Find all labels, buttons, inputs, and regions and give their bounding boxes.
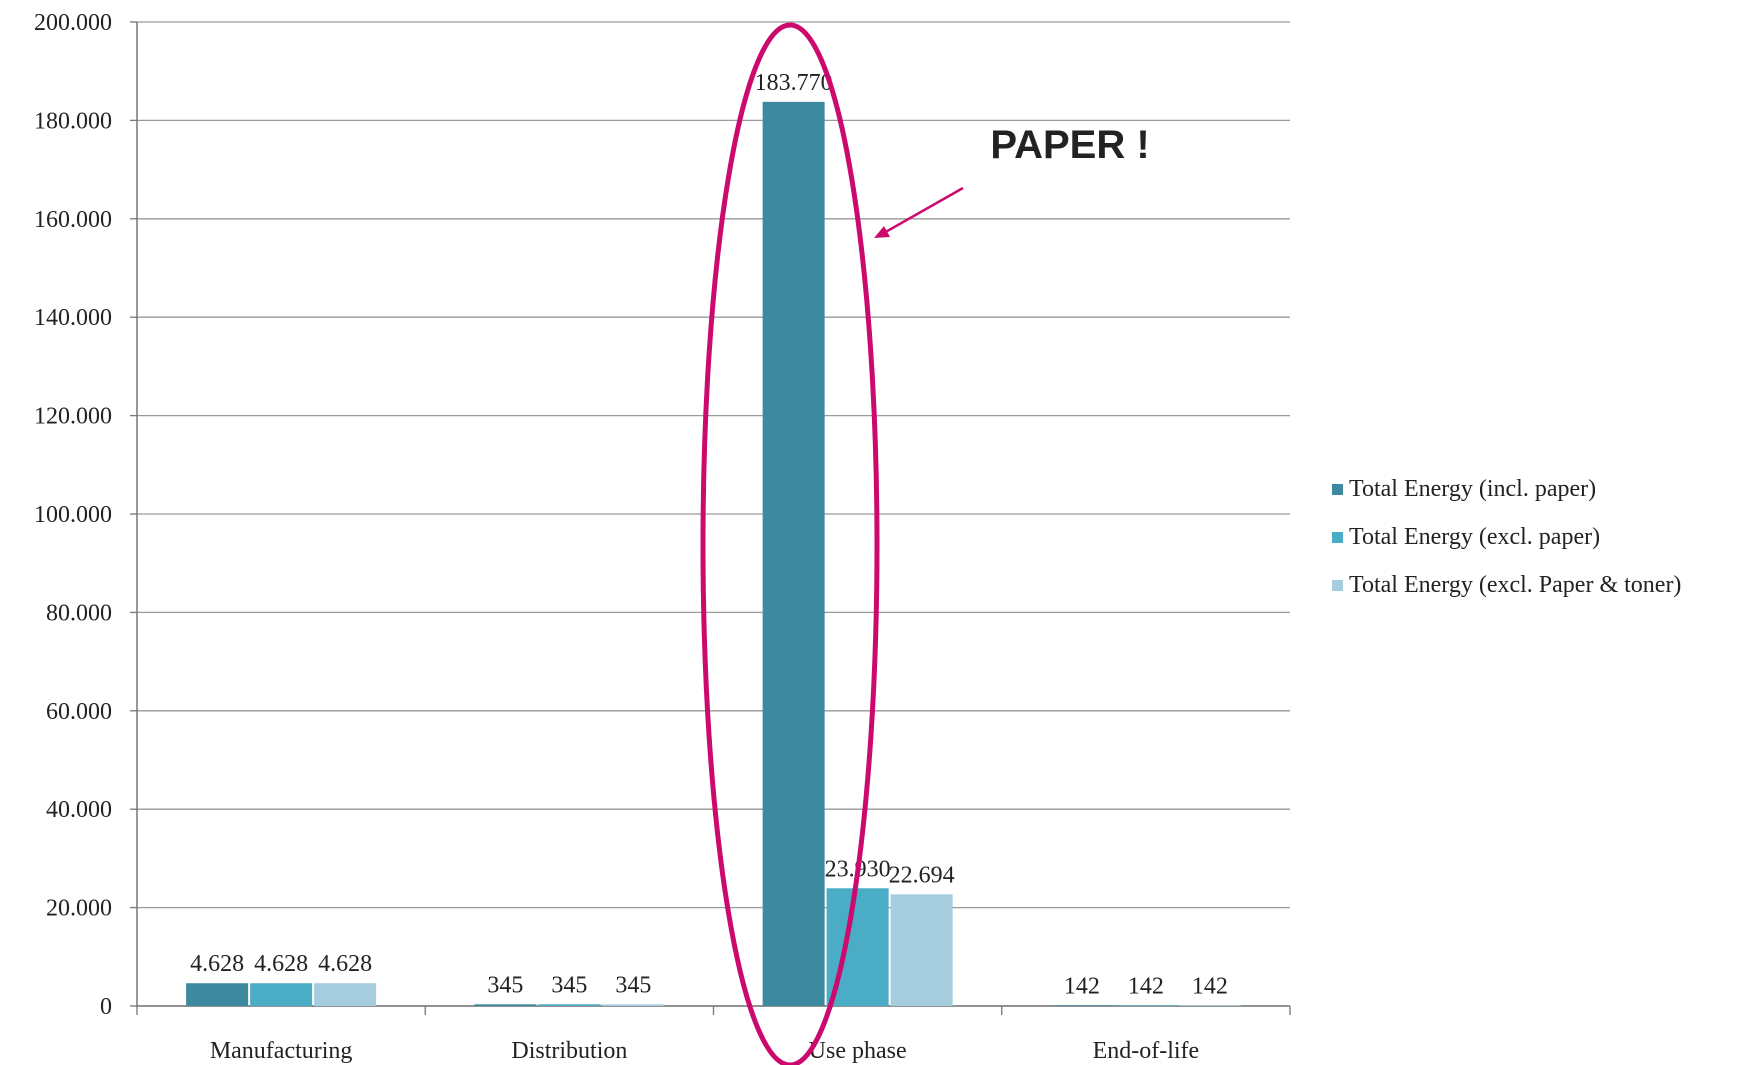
bar — [1050, 1005, 1113, 1006]
annotation-arrow — [881, 186, 964, 236]
bar — [250, 983, 313, 1006]
bar — [602, 1004, 665, 1006]
data-label: 142 — [1192, 973, 1228, 999]
x-axis: Manufacturing Distribution Use phase End-of… — [136, 1005, 1291, 1064]
y-tick-label: 100.000 — [34, 502, 112, 528]
data-label: 345 — [551, 972, 587, 998]
bar — [314, 983, 377, 1006]
x-tick-label: Distribution — [511, 1038, 627, 1064]
data-label: 142 — [1064, 973, 1100, 999]
x-tick-label: Use phase — [809, 1038, 907, 1064]
y-tick-label: 40.000 — [46, 797, 112, 823]
bar — [538, 1004, 601, 1006]
legend-label: Total Energy (incl. paper) — [1349, 476, 1596, 502]
y-tick-label: 60.000 — [46, 699, 112, 725]
legend-swatch — [1332, 532, 1343, 543]
bars — [186, 101, 1241, 1006]
legend-label: Total Energy (excl. paper) — [1349, 524, 1600, 550]
y-tick-label: 180.000 — [34, 108, 112, 134]
annotation: PAPER ! — [700, 22, 1150, 1065]
gridlines — [137, 21, 1290, 1007]
y-tick-label: 160.000 — [34, 207, 112, 233]
bar — [1114, 1005, 1177, 1006]
x-tick-label: End-of-life — [1093, 1038, 1200, 1064]
legend-label: Total Energy (excl. Paper & toner) — [1349, 572, 1681, 598]
legend-swatch — [1332, 580, 1343, 591]
legend: Total Energy (incl. paper) Total Energy (… — [1332, 476, 1681, 598]
data-label: 183.770 — [755, 70, 833, 96]
bar — [474, 1004, 537, 1006]
y-tick-label: 0 — [100, 994, 112, 1020]
y-axis: 0 20.000 40.000 60.000 80.000 100.000 120.000 1… — [34, 10, 138, 1020]
highlight-ellipse — [700, 22, 880, 1065]
bar — [1178, 1005, 1241, 1006]
data-label: 22.694 — [889, 862, 955, 888]
data-label: 142 — [1128, 973, 1164, 999]
y-tick-label: 80.000 — [46, 600, 112, 626]
annotation-text: PAPER ! — [990, 123, 1149, 167]
data-label: 4.628 — [254, 951, 308, 977]
data-label: 4.628 — [190, 951, 244, 977]
y-tick-label: 200.000 — [34, 10, 112, 36]
data-label: 345 — [487, 972, 523, 998]
data-label: 345 — [615, 972, 651, 998]
y-tick-label: 20.000 — [46, 896, 112, 922]
bar — [762, 101, 825, 1006]
x-tick-label: Manufacturing — [210, 1038, 353, 1064]
annotation-arrowhead — [874, 226, 890, 238]
bar — [890, 894, 953, 1006]
y-tick-label: 140.000 — [34, 305, 112, 331]
legend-swatch — [1332, 484, 1343, 495]
y-tick-label: 120.000 — [34, 404, 112, 430]
data-label: 4.628 — [318, 951, 372, 977]
bar — [186, 983, 249, 1006]
